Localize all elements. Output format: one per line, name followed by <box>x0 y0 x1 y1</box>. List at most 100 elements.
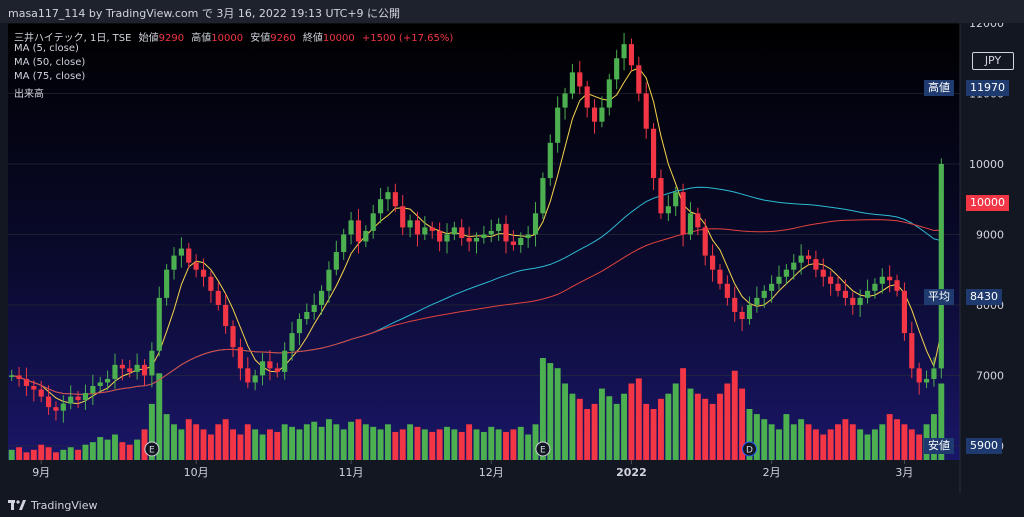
candle-body <box>481 234 487 238</box>
candle-body <box>459 227 465 238</box>
volume-bar <box>466 424 473 460</box>
volume-bar <box>407 424 414 460</box>
volume-bar <box>495 429 502 460</box>
x-tick-label: 3月 <box>895 466 913 479</box>
volume-bar <box>244 424 251 460</box>
volume-bar <box>554 368 561 460</box>
low-value: 9260 <box>270 33 296 44</box>
volume-bar <box>348 421 355 460</box>
volume-bar <box>584 409 591 460</box>
volume-bar <box>635 378 642 460</box>
volume-bar <box>598 388 605 460</box>
volume-bar <box>835 424 841 460</box>
candle-body <box>813 259 819 270</box>
candle-body <box>525 234 531 238</box>
candle-body <box>769 283 775 291</box>
candle-body <box>318 290 325 305</box>
volume-bar <box>820 434 827 460</box>
legend-ma50[interactable]: MA (50, close) <box>14 57 86 68</box>
volume-bar <box>370 426 377 460</box>
volume-bar <box>894 419 900 460</box>
candle-body <box>680 192 686 235</box>
volume-bar <box>259 434 266 460</box>
candle-body <box>385 192 391 200</box>
volume-bar <box>687 388 694 460</box>
candle-body <box>289 333 295 351</box>
price-axis-panel <box>960 23 1024 493</box>
tradingview-logo[interactable]: TradingView <box>8 497 97 513</box>
open-label: 始値 <box>138 33 159 44</box>
volume-bar <box>827 429 834 460</box>
volume-bar <box>362 424 369 460</box>
volume-bar <box>473 429 480 460</box>
candle-body <box>68 396 74 404</box>
volume-bar <box>591 403 598 460</box>
candle-body <box>695 213 701 228</box>
volume-bar <box>385 424 391 460</box>
candle-body <box>702 227 708 256</box>
candle-body <box>186 248 192 263</box>
candle-body <box>879 276 885 284</box>
candle-body <box>141 364 148 376</box>
legend-volume[interactable]: 出来高 <box>14 89 44 100</box>
candle-body <box>252 375 258 383</box>
volume-bar <box>112 434 118 460</box>
candle-body <box>555 107 561 143</box>
volume-bars <box>8 358 945 460</box>
volume-bar <box>672 383 679 460</box>
volume-bar <box>613 403 620 460</box>
candle-body <box>274 368 280 372</box>
candle-body <box>739 311 745 320</box>
candle-body <box>636 65 642 94</box>
volume-bar <box>871 429 878 460</box>
volume-bar <box>75 449 82 460</box>
volume-bar <box>812 429 819 460</box>
candle-body <box>348 220 354 235</box>
legend-ma75[interactable]: MA (75, close) <box>14 71 86 82</box>
avg-marker-name: 平均 <box>924 289 954 305</box>
candle-body <box>208 276 214 291</box>
currency-button[interactable]: JPY <box>972 52 1014 70</box>
candle-body <box>90 385 96 394</box>
candle-body <box>710 255 716 270</box>
candle-body <box>296 319 303 334</box>
volume-bar <box>901 424 908 460</box>
close-label: 終値 <box>302 33 323 44</box>
chart-area[interactable]: EED 1200011000100009000800070006000 9月10… <box>0 17 1024 493</box>
x-tick-label: 2022 <box>616 466 647 479</box>
volume-bar <box>709 403 716 460</box>
candle-body <box>783 269 789 277</box>
time-axis-labels: 9月 10月 11月 12月 2022 2月 3月 <box>32 460 913 479</box>
volume-bar <box>303 424 310 460</box>
candle-body <box>540 178 546 214</box>
candle-body <box>923 378 930 383</box>
volume-bar <box>930 414 937 460</box>
candle-body <box>746 304 753 320</box>
volume-bar <box>60 449 67 460</box>
volume-bar <box>510 429 517 460</box>
volume-bar <box>643 403 650 460</box>
volume-bar <box>680 368 687 460</box>
candle-body <box>887 276 893 281</box>
candle-body <box>400 206 406 228</box>
volume-bar <box>200 429 207 460</box>
candle-body <box>82 393 89 401</box>
candle-body <box>215 290 221 305</box>
volume-bar <box>399 429 406 460</box>
x-tick-label: 10月 <box>184 466 209 479</box>
volume-bar <box>89 442 96 460</box>
volume-bar <box>488 426 495 460</box>
price-chart[interactable]: EED 1200011000100009000800070006000 9月10… <box>0 17 1024 493</box>
candle-body <box>820 269 826 277</box>
candle-body <box>798 255 804 263</box>
legend-ma5[interactable]: MA (5, close) <box>14 43 79 54</box>
candle-body <box>591 107 598 122</box>
ma75-line <box>11 219 942 395</box>
volume-bar <box>355 419 362 460</box>
candle-body <box>60 403 66 411</box>
candle-body <box>127 368 133 372</box>
candle-body <box>414 220 421 235</box>
candle-body <box>510 241 516 246</box>
volume-bar <box>8 449 15 460</box>
candle-body <box>16 375 22 379</box>
